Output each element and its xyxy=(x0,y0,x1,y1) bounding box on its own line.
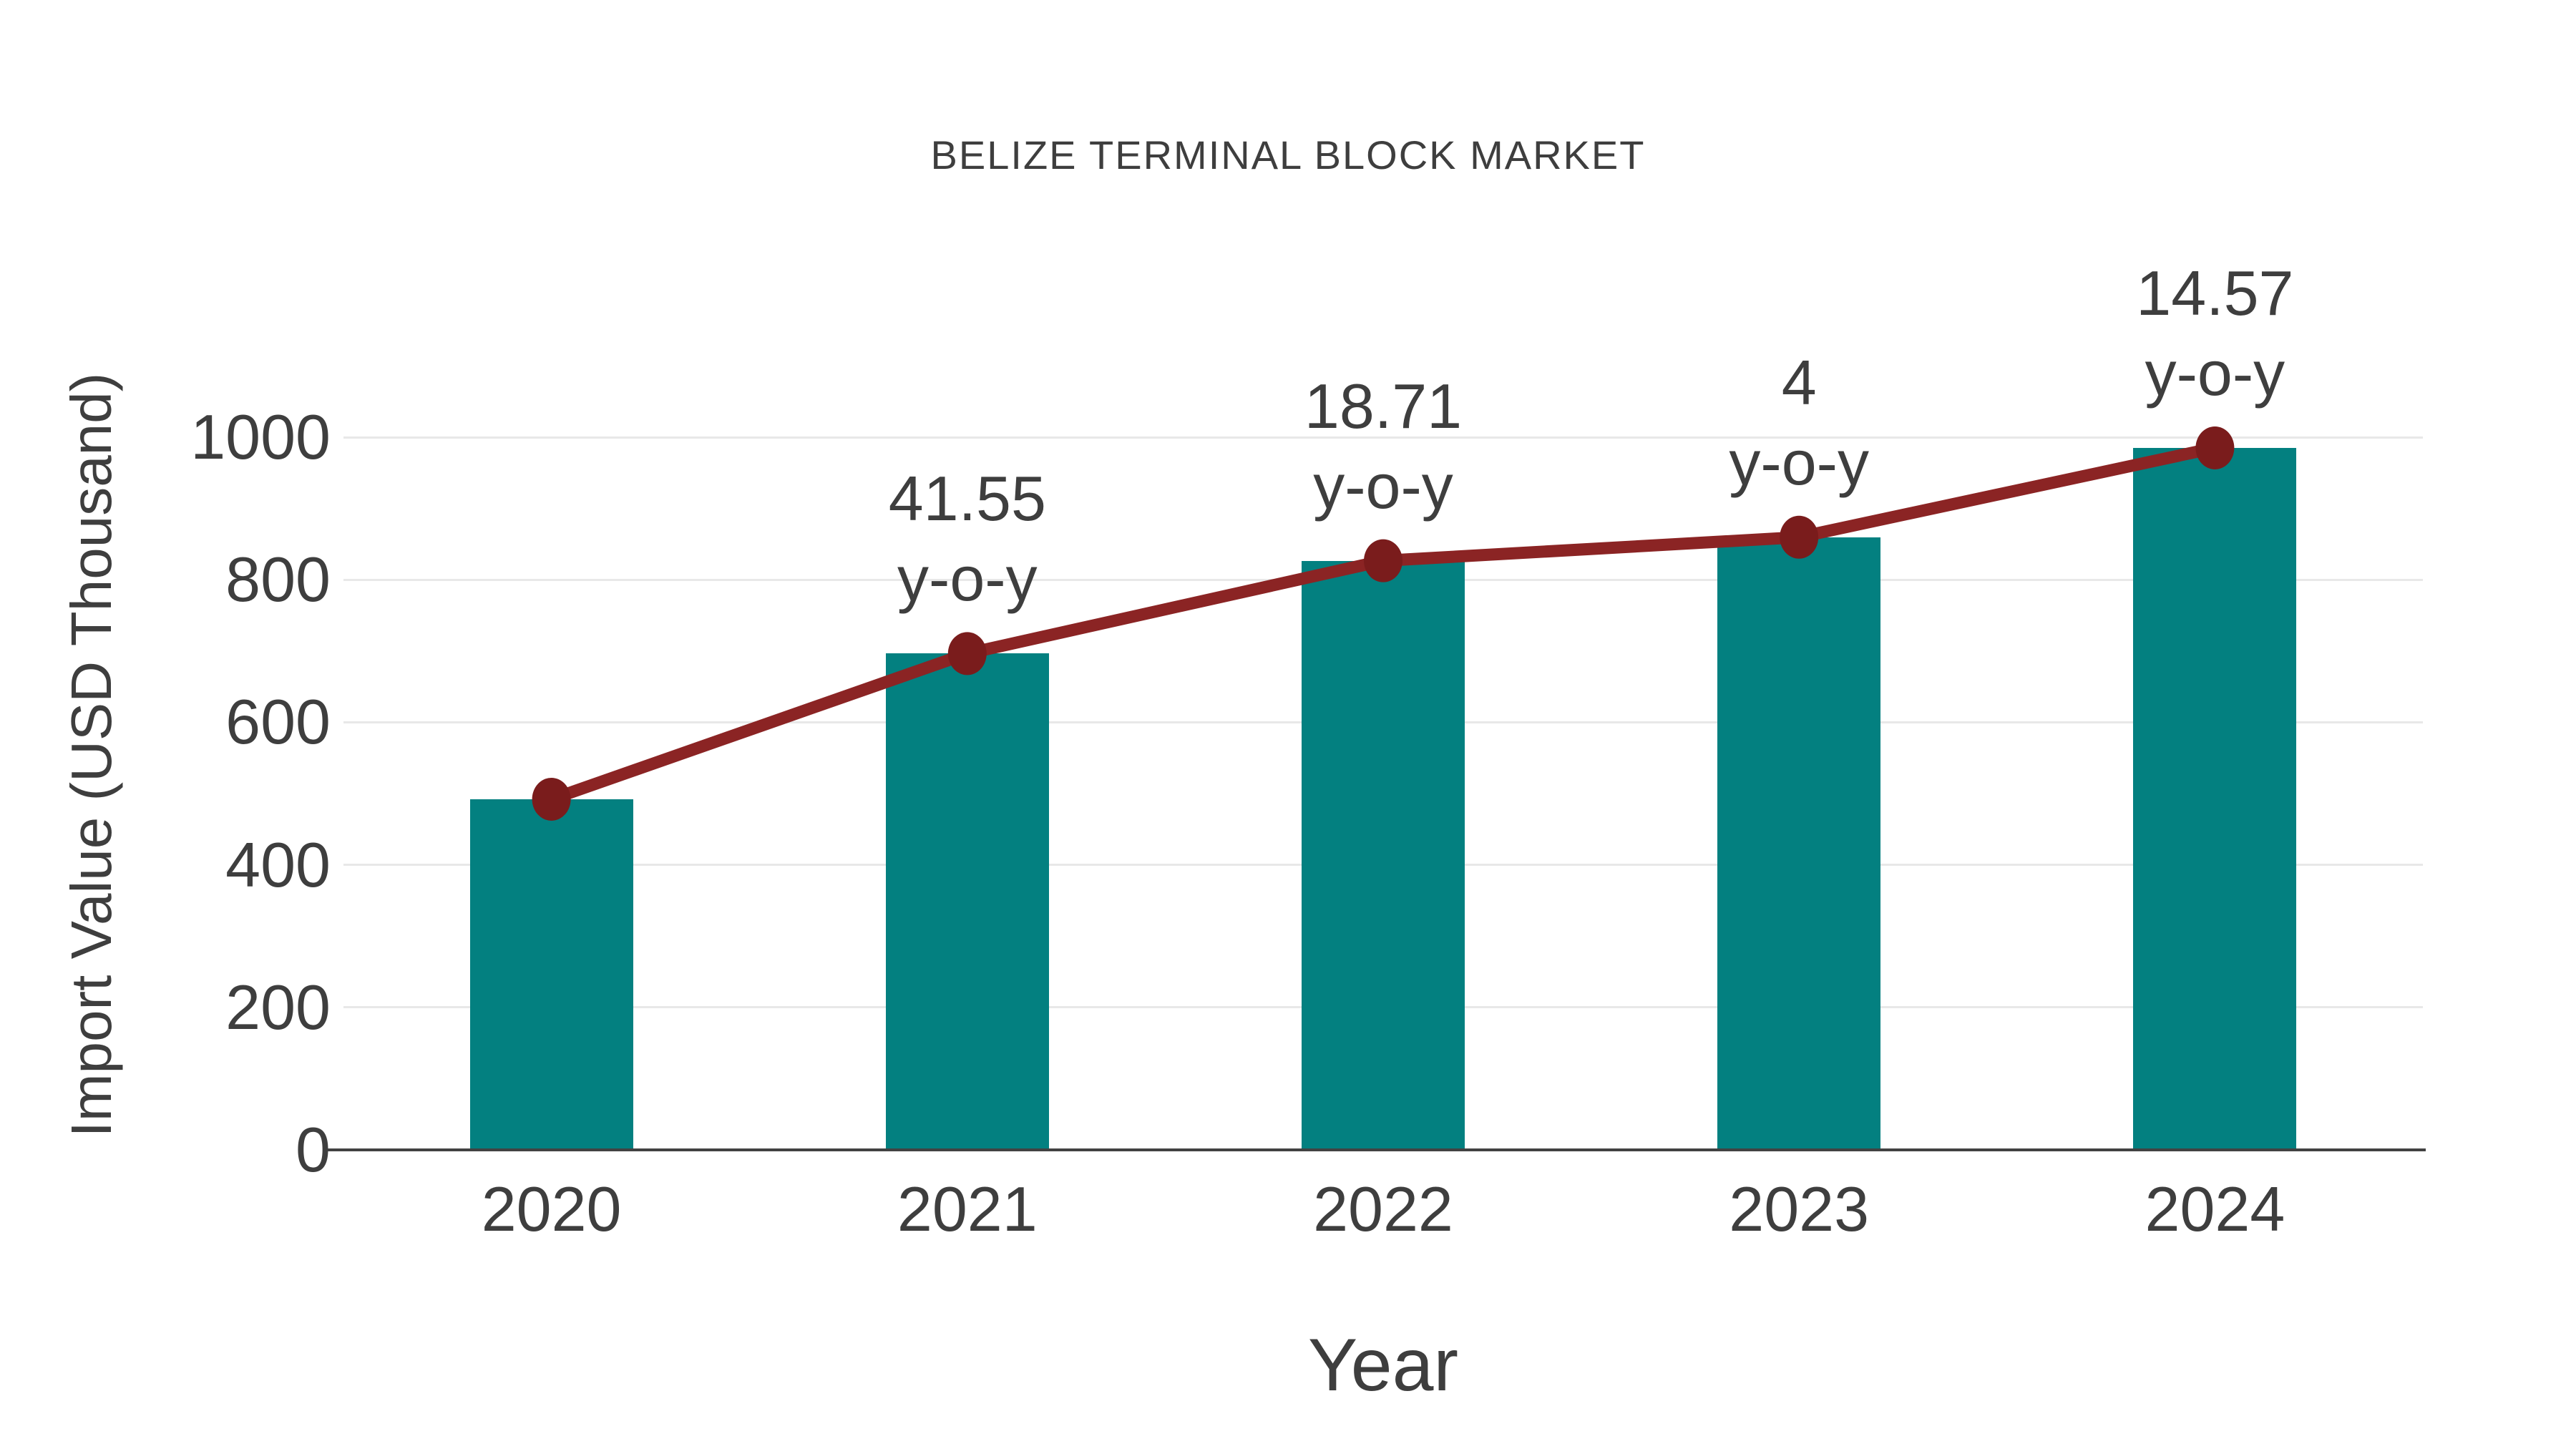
data-point-marker xyxy=(1364,539,1402,582)
yoy-annotation: 18.71 y-o-y xyxy=(1169,366,1598,527)
x-tick-label: 2021 xyxy=(897,1174,1038,1244)
annotation-value: 14.57 xyxy=(2136,257,2294,328)
bar xyxy=(2133,447,2297,1150)
annotation-value: 4 xyxy=(1781,346,1817,418)
annotation-value: 18.71 xyxy=(1304,370,1463,441)
data-point-marker xyxy=(2195,426,2235,469)
annotation-unit: y-o-y xyxy=(1313,450,1453,522)
annotation-value: 41.55 xyxy=(888,463,1046,535)
yoy-annotation: 4 y-o-y xyxy=(1584,343,2014,503)
bar xyxy=(469,799,633,1150)
annotation-unit: y-o-y xyxy=(897,543,1038,615)
y-tick-label: 600 xyxy=(225,686,331,758)
bar xyxy=(1302,560,1465,1150)
x-axis-title: Year xyxy=(1307,1324,1459,1407)
y-tick-label: 800 xyxy=(225,544,331,615)
bar xyxy=(885,653,1049,1150)
gridline xyxy=(343,436,2423,439)
yoy-annotation: 41.55 y-o-y xyxy=(753,459,1182,619)
yoy-annotation: 14.57 y-o-y xyxy=(2000,253,2429,414)
y-tick-label: 0 xyxy=(296,1114,331,1185)
x-axis-line xyxy=(328,1148,2426,1151)
x-tick-label: 2023 xyxy=(1729,1174,1870,1244)
y-tick-label: 400 xyxy=(225,829,331,900)
y-tick-label: 200 xyxy=(225,971,331,1043)
annotation-unit: y-o-y xyxy=(2145,337,2285,409)
x-tick-label: 2024 xyxy=(2145,1174,2285,1244)
annotation-unit: y-o-y xyxy=(1729,426,1869,498)
x-tick-label: 2020 xyxy=(481,1174,622,1244)
chart-title: BELIZE TERMINAL BLOCK MARKET xyxy=(930,132,1646,177)
data-point-marker xyxy=(1780,515,1819,559)
y-tick-label: 1000 xyxy=(190,401,331,472)
bar xyxy=(1717,537,1881,1150)
x-tick-label: 2022 xyxy=(1313,1174,1453,1244)
data-point-marker xyxy=(532,777,571,821)
data-point-marker xyxy=(947,632,987,675)
